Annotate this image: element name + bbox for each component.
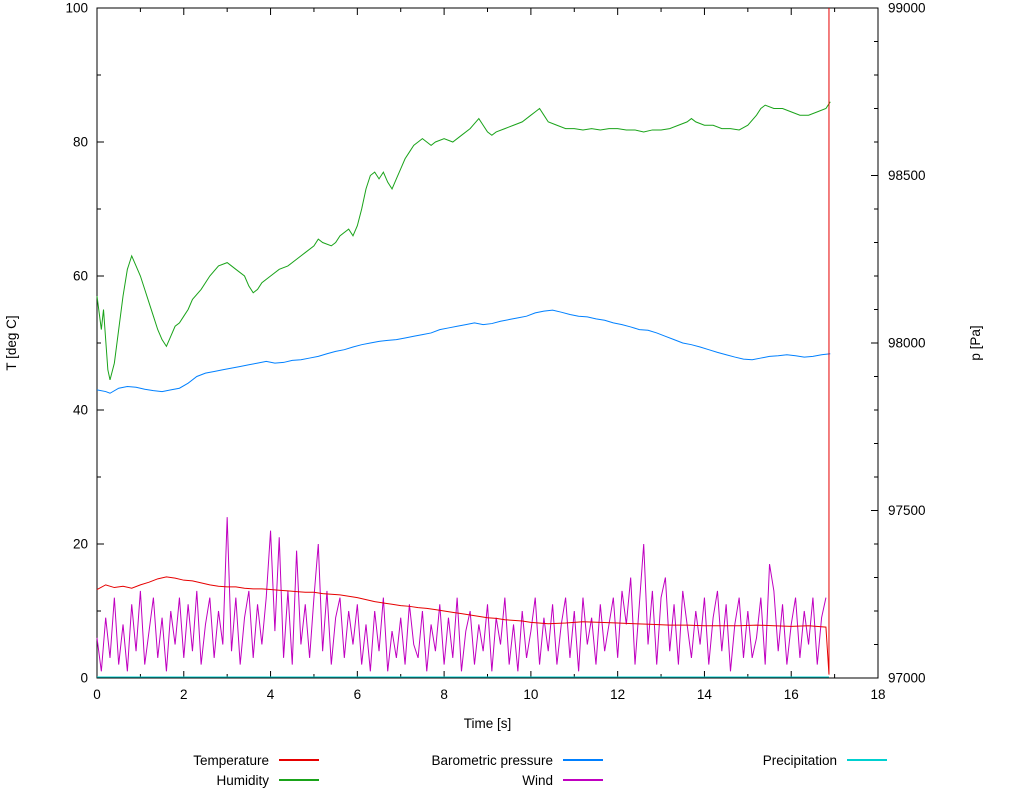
- legend-item-precipitation: Precipitation: [603, 750, 887, 770]
- y-left-tick-label: 0: [80, 671, 88, 686]
- chart-legend: Temperature Humidity Barometric pressure Wi…: [35, 750, 915, 790]
- y-right-tick-label: 98500: [888, 168, 926, 183]
- y-left-tick-label: 60: [73, 269, 88, 284]
- series-barometric-pressure: [96, 309, 831, 394]
- y-left-axis-label: T [deg C]: [4, 315, 19, 370]
- x-axis-label: Time [s]: [464, 716, 512, 731]
- legend-column: Barometric pressure Wind: [319, 750, 603, 790]
- plot-svg: 0 2 4 6 8 10 12 14 16 18 0 20 40 60 80 100 97000 97500 980…: [4, 1, 983, 732]
- legend-item-temperature: Temperature: [35, 750, 319, 770]
- y-right-tick-label: 99000: [888, 1, 926, 16]
- legend-column: Precipitation: [603, 750, 887, 790]
- legend-label: Precipitation: [762, 752, 837, 768]
- y-left-tick-label: 20: [73, 537, 88, 552]
- x-tick-label: 12: [610, 687, 625, 702]
- legend-line-sample: [563, 779, 603, 781]
- x-tick-label: 18: [870, 687, 885, 702]
- x-tick-label: 2: [180, 687, 188, 702]
- y-right-tick-label: 97000: [888, 671, 926, 686]
- x-tick-label: 0: [93, 687, 101, 702]
- legend-label: Wind: [522, 772, 553, 788]
- series-temperature: [96, 8, 830, 675]
- legend-item-barometric-pressure: Barometric pressure: [319, 750, 603, 770]
- legend-line-sample: [279, 779, 319, 781]
- y-right-axis-label: p [Pa]: [968, 325, 983, 360]
- legend-item-humidity: Humidity: [35, 770, 319, 790]
- x-tick-label: 4: [267, 687, 275, 702]
- y-right-tick-label: 97500: [888, 503, 926, 518]
- y-left-tick-label: 40: [73, 403, 88, 418]
- legend-line-sample: [279, 759, 319, 761]
- legend-item-wind: Wind: [319, 770, 603, 790]
- legend-line-sample: [847, 759, 887, 761]
- legend-line-sample: [563, 759, 603, 761]
- x-tick-label: 6: [354, 687, 362, 702]
- legend-label: Humidity: [216, 772, 269, 788]
- legend-label: Temperature: [193, 752, 269, 768]
- x-tick-label: 8: [440, 687, 448, 702]
- legend-label: Barometric pressure: [431, 752, 553, 768]
- x-tick-label: 16: [784, 687, 799, 702]
- y-left-tick-label: 100: [65, 1, 88, 16]
- x-tick-label: 10: [523, 687, 538, 702]
- y-left-tick-label: 80: [73, 135, 88, 150]
- legend-column: Temperature Humidity: [35, 750, 319, 790]
- series-humidity: [96, 101, 831, 380]
- x-tick-label: 14: [697, 687, 713, 702]
- y-right-tick-label: 98000: [888, 336, 926, 351]
- series-wind: [96, 517, 827, 672]
